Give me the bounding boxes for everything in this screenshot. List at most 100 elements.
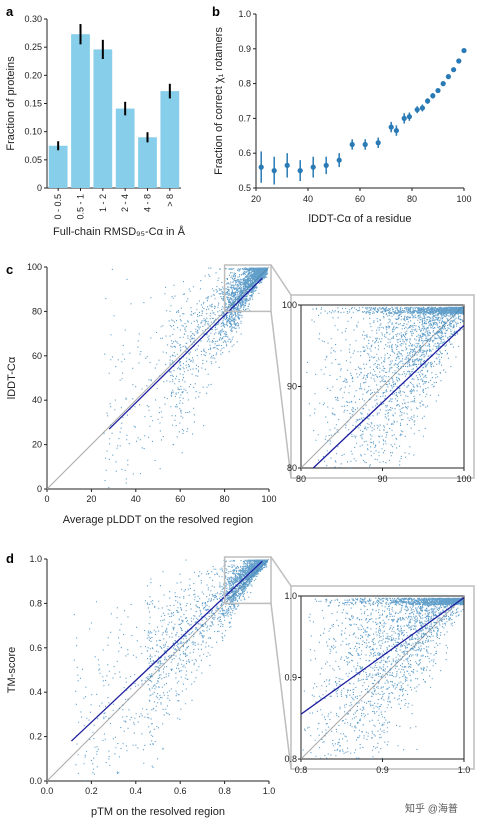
inset-scatter-points	[302, 597, 464, 760]
inset-x-tick-label: 90	[377, 474, 387, 484]
x-tick-label: 0.4	[130, 786, 143, 796]
panel-b-scatter: 0.5 0.6 0.7 0.8 0.9 1.0 20 40 60 80 100 Fraction of…	[213, 9, 472, 225]
panel-c-scatter: 0 20 40 60 80 100 0 20 40 60 80 100 lDDT-Cα Average p…	[6, 262, 475, 526]
y-tick-label: 0	[37, 484, 42, 494]
zoom-box	[223, 264, 272, 313]
data-point	[362, 141, 368, 148]
x-tick-label: 40	[131, 494, 141, 504]
y-axis-label: Fraction of proteins	[5, 56, 17, 151]
data-point	[271, 168, 277, 174]
y-tick-label: 0.7	[238, 113, 251, 123]
x-tick-label: 80	[220, 494, 230, 504]
x-tick-label: 40	[303, 194, 313, 204]
diagonal-line	[46, 558, 270, 782]
bar-1 - 2	[93, 49, 113, 188]
x-tick-label: 20	[86, 494, 96, 504]
x-tick-label: 60	[355, 194, 365, 204]
zoom-connector	[270, 603, 292, 770]
y-tick-label: 80	[32, 306, 42, 316]
x-tick-label: 100	[456, 194, 471, 204]
data-point	[336, 157, 342, 163]
y-tick-label: 0.05	[24, 155, 42, 165]
x-axis-label: lDDT-Cα of a residue	[309, 213, 412, 225]
y-tick-label: 0.5	[238, 183, 251, 193]
inset-y-tick-label: 0.8	[284, 754, 297, 764]
inset-fit-line	[300, 597, 465, 715]
y-axis-label: TM-score	[6, 647, 18, 693]
x-tick-label: 0.6	[174, 786, 187, 796]
inset-fit-line	[312, 324, 465, 469]
y-tick-label: 0.6	[238, 148, 251, 158]
data-point	[258, 164, 264, 170]
scatter-points	[73, 559, 268, 782]
bar-0 - 0.5	[48, 145, 68, 188]
data-point	[419, 105, 425, 111]
data-point	[310, 164, 316, 170]
scatter-points	[103, 267, 268, 489]
bar-4 - 8	[138, 137, 157, 188]
x-tick-label: 100	[261, 494, 276, 504]
panel-letter-c: c	[6, 262, 13, 277]
inset-x-tick-label: 0.9	[376, 765, 389, 775]
data-point	[388, 124, 394, 130]
data-point	[461, 47, 467, 54]
x-axis-label: Average pLDDT on the resolved region	[63, 514, 253, 526]
y-tick-label: 20	[32, 440, 42, 450]
y-tick-label: 0.20	[24, 70, 42, 80]
inset-y-tick-label: 1.0	[284, 591, 297, 601]
data-point	[456, 58, 462, 64]
data-point	[349, 141, 355, 148]
data-point	[445, 74, 451, 80]
y-tick-label: 0.4	[29, 687, 42, 697]
y-axis-label: Fraction of correct χ₁ rotamers	[213, 27, 225, 175]
x-tick-label: 20	[251, 194, 261, 204]
inset-y-tick-label: 90	[287, 382, 297, 392]
y-tick-label: 1.0	[238, 9, 251, 19]
fit-line	[108, 277, 263, 430]
zoom-box	[223, 556, 272, 605]
watermark: 知乎 @海普	[405, 802, 458, 815]
data-point	[414, 107, 420, 113]
y-axis-label: lDDT-Cα	[6, 356, 18, 399]
y-tick-label: 0.30	[24, 14, 42, 24]
data-point	[401, 115, 407, 121]
x-tick-label: 80	[407, 194, 417, 204]
inset-x-tick-label: 80	[296, 474, 306, 484]
inset-scatter-points	[306, 306, 464, 469]
data-point	[451, 67, 457, 73]
y-tick-label: 0.9	[238, 44, 251, 54]
y-tick-label: 0.15	[24, 99, 42, 109]
zoom-connector	[270, 556, 292, 587]
bar-2 - 4	[115, 108, 135, 188]
y-tick-label: 0.8	[238, 79, 251, 89]
zoom-connector	[270, 311, 292, 479]
y-tick-label: 40	[32, 395, 42, 405]
inset-x-tick-label: 0.8	[295, 765, 308, 775]
data-point	[297, 168, 303, 174]
y-tick-label: 0.0	[29, 776, 42, 786]
y-tick-label: 0.10	[24, 127, 42, 137]
x-tick-label: 0 - 0.5	[53, 194, 63, 220]
data-point	[430, 93, 436, 99]
y-tick-label: 0.25	[24, 42, 42, 52]
x-tick-label: 0.0	[41, 786, 54, 796]
x-tick-label: 60	[175, 494, 185, 504]
x-tick-label: > 8	[165, 194, 175, 207]
x-tick-label: 0.8	[218, 786, 231, 796]
x-axis-label: Full-chain RMSD₉₅-Cα in Å	[53, 225, 186, 238]
x-tick-label: 1 - 2	[98, 194, 108, 212]
x-tick-label: 4 - 8	[143, 194, 153, 212]
x-tick-label: 0.5 - 1	[76, 194, 86, 220]
data-point	[425, 98, 431, 104]
y-tick-label: 0.6	[29, 643, 42, 653]
inset-y-tick-label: 100	[282, 300, 297, 310]
y-tick-label: 100	[27, 262, 42, 272]
data-point	[406, 114, 412, 120]
panel-letter-d: d	[6, 551, 14, 566]
x-tick-label: 2 - 4	[120, 194, 130, 212]
y-tick-label: 0.8	[29, 598, 42, 608]
panel-d-scatter: 0.0 0.2 0.4 0.6 0.8 1.0 0.0 0.2 0.4 0.6 0.8 1.0 TM-s…	[6, 554, 475, 818]
inset-y-tick-label: 80	[287, 463, 297, 473]
inset-x-tick-label: 1.0	[458, 765, 471, 775]
y-tick-label: 0	[37, 183, 42, 193]
